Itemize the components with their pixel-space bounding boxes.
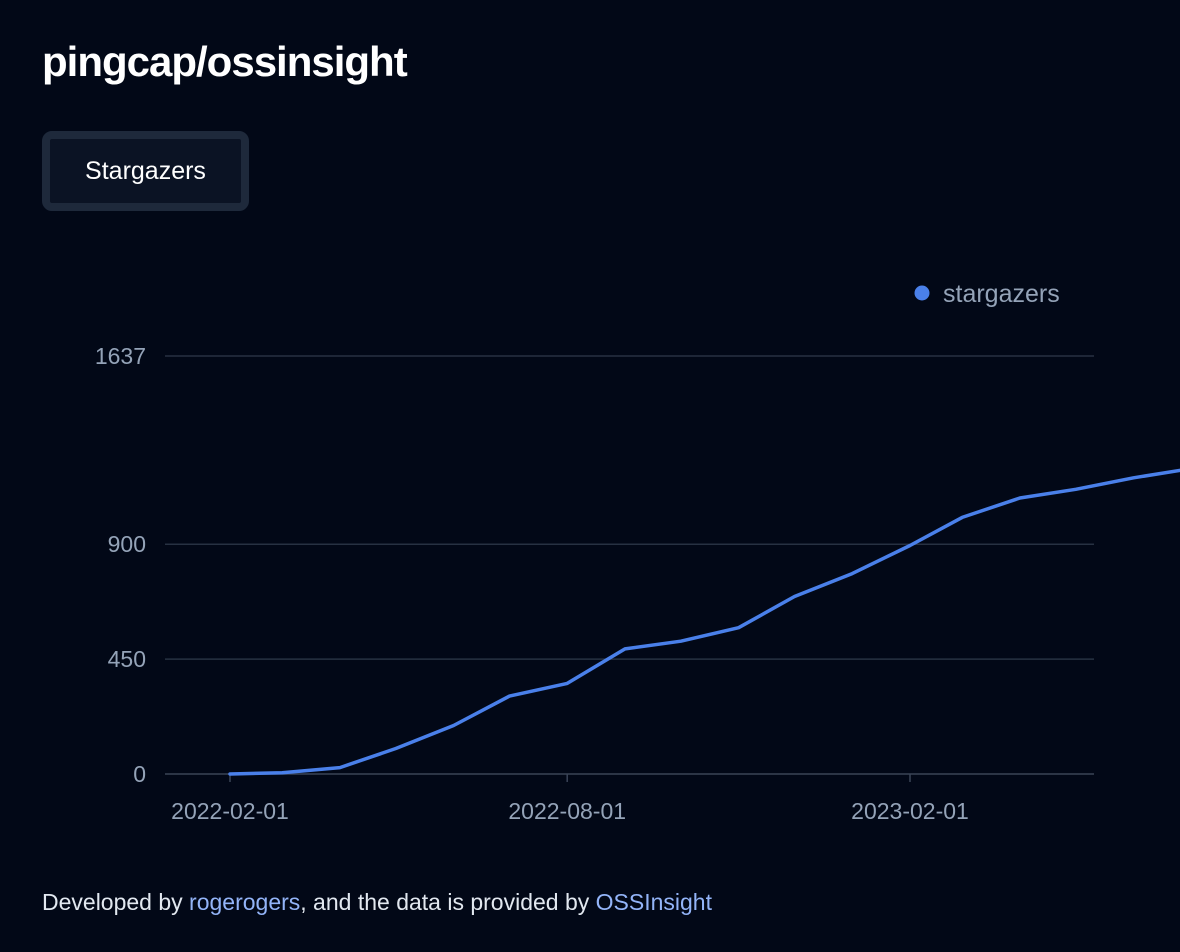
series-layer (228, 356, 1180, 776)
y-tick-label: 1637 (95, 343, 146, 369)
repo-title: pingcap/ossinsight (42, 38, 408, 85)
x-tick-label: 2022-02-01 (171, 798, 289, 824)
legend-label-stargazers: stargazers (943, 280, 1060, 308)
chart-legend[interactable]: stargazers (914, 280, 1060, 308)
x-axis: 2022-02-012022-08-012023-02-012023-08-01… (171, 774, 969, 824)
tab-stargazers[interactable]: Stargazers (42, 131, 249, 211)
y-tick-label: 900 (108, 531, 146, 557)
series-line-stargazers[interactable] (228, 356, 1180, 776)
tab-stargazers-label: Stargazers (85, 156, 206, 185)
author-link[interactable]: rogerogers (189, 889, 301, 915)
y-axis: 0 450 900 1637 (95, 343, 146, 787)
footer-prefix: Developed by (42, 889, 190, 915)
y-tick-label: 0 (133, 761, 146, 787)
x-tick-label: 2022-08-01 (508, 798, 626, 824)
ossinsight-link[interactable]: OSSInsight (595, 889, 712, 915)
chart-grid (165, 355, 1094, 775)
y-tick-label: 450 (108, 646, 146, 672)
footer-credits: Developed by rogerogers, and the data is… (42, 886, 712, 918)
footer-middle: , and the data is provided by (300, 889, 596, 915)
legend-marker-stargazers (914, 285, 930, 301)
stargazers-line-chart: 0 450 900 1637 2022-02-01 2022-08-01 2023-02-… (95, 280, 1180, 824)
x-tick-label: 2023-02-01 (851, 798, 969, 824)
